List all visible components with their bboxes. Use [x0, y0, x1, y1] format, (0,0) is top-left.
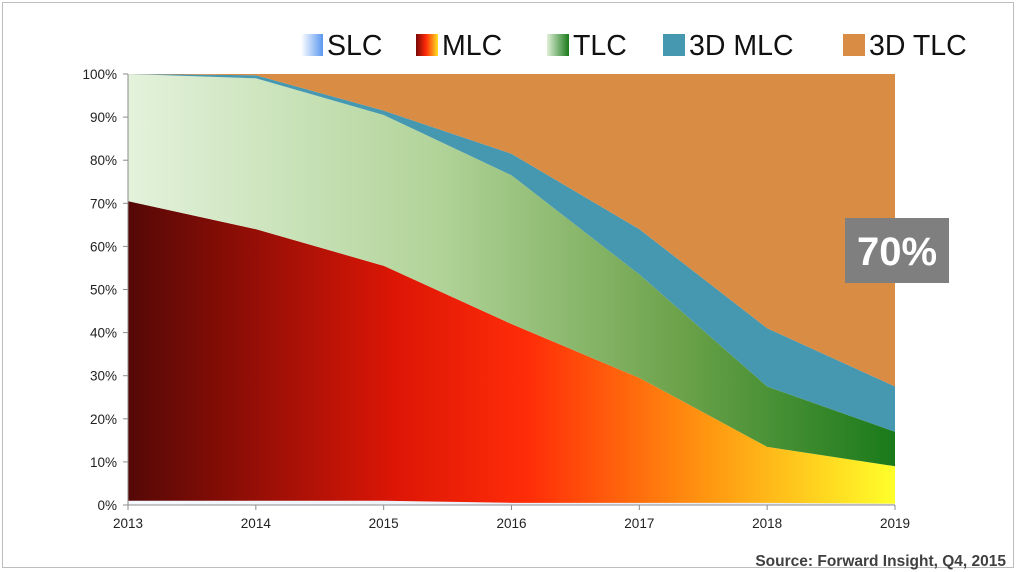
x-tick-label: 2014: [241, 516, 272, 531]
y-tick-label: 40%: [90, 326, 117, 341]
annotation-box: [845, 218, 949, 283]
y-tick-label: 80%: [90, 153, 117, 168]
legend-swatch: [843, 34, 865, 56]
legend-label: MLC: [442, 30, 502, 62]
x-tick-label: 2013: [113, 516, 143, 531]
y-tick-label: 10%: [90, 455, 117, 470]
area-3d-mlc: [128, 74, 895, 432]
x-tick-label: 2017: [624, 516, 654, 531]
y-tick-label: 50%: [90, 283, 117, 298]
legend-label: SLC: [327, 30, 382, 62]
legend-item-slc: SLC: [301, 30, 382, 62]
y-tick-label: 20%: [90, 412, 117, 427]
y-tick-label: 100%: [82, 67, 117, 82]
legend-label: 3D MLC: [689, 30, 794, 62]
legend-item-tlc: TLC: [547, 30, 627, 62]
x-tick-label: 2015: [369, 516, 399, 531]
legend-swatch: [547, 34, 569, 56]
area-3d-tlc: [128, 74, 895, 387]
x-tick-label: 2019: [880, 516, 910, 531]
x-tick-label: 2016: [496, 516, 526, 531]
legend-item-mlc: MLC: [416, 30, 502, 62]
series-areas: [128, 74, 895, 505]
source-note: Source: Forward Insight, Q4, 2015: [755, 553, 1006, 570]
y-tick-label: 0%: [97, 498, 117, 513]
y-tick-label: 30%: [90, 369, 117, 384]
legend-swatch: [416, 34, 438, 56]
legend-label: TLC: [573, 30, 627, 62]
area-mlc: [128, 201, 895, 504]
annotation: 70%: [845, 218, 949, 283]
legend-item-3d-mlc: 3D MLC: [663, 30, 794, 62]
legend-swatch: [301, 34, 323, 56]
legend-label: 3D TLC: [869, 30, 967, 62]
y-tick-label: 90%: [90, 110, 117, 125]
y-tick-label: 70%: [90, 196, 117, 211]
legend-item-3d-tlc: 3D TLC: [843, 30, 967, 62]
x-tick-label: 2018: [752, 516, 782, 531]
legend-swatch: [663, 34, 685, 56]
annotation-label: 70%: [857, 230, 937, 274]
axes: 0% 10% 20% 30% 40% 50% 60% 70% 80% 90% 100% 2013 201…: [82, 67, 910, 531]
y-tick-label: 60%: [90, 239, 117, 254]
area-tlc: [128, 74, 895, 467]
legend: SLC MLC TLC 3D MLC 3D TLC: [301, 30, 967, 62]
